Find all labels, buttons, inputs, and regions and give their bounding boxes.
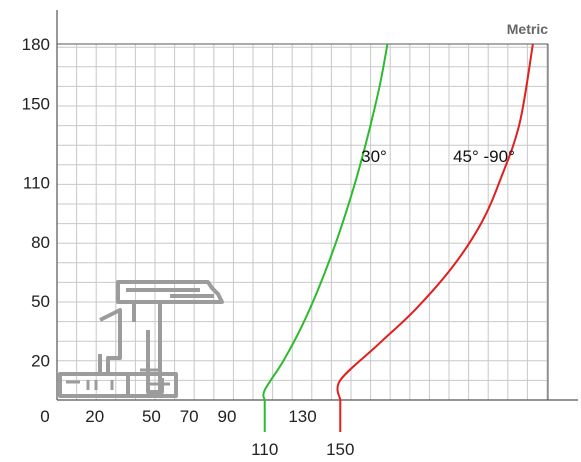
y-tick-label: 180	[22, 35, 50, 54]
series-lines	[262, 43, 534, 432]
curve-label-1: 45° -90°	[453, 147, 515, 166]
window-profile-drawing	[58, 280, 224, 398]
y-tick-label: 80	[31, 233, 50, 252]
grid-lines	[56, 43, 549, 401]
curve-label-0: 30°	[361, 147, 387, 166]
x-tick-label: 70	[180, 407, 199, 426]
metric-label: Metric	[507, 21, 548, 37]
series-line-1	[336, 43, 534, 401]
x-tick-label-secondary: 150	[326, 440, 354, 459]
axes	[56, 10, 578, 401]
x-tick-label: 130	[288, 407, 316, 426]
y-tick-label: 110	[23, 173, 50, 192]
y-tick-label: 150	[22, 94, 50, 113]
y-tick-label: 50	[31, 292, 50, 311]
y-tick-label: 20	[31, 351, 50, 370]
curve-annotations: 30° 45° -90°	[361, 147, 515, 166]
y-tick-labels: 20 50 80 110 150 180	[22, 35, 50, 370]
profile-web	[99, 302, 164, 394]
x-tick-label: 50	[142, 407, 161, 426]
x-tick-label: 20	[85, 407, 104, 426]
x-tick-label-secondary: 110	[251, 440, 278, 459]
x-tick-label: 0	[40, 407, 49, 426]
profile-top-bar	[116, 280, 224, 304]
profile-detail	[66, 368, 170, 390]
series-line-0	[262, 43, 389, 401]
profile-base	[58, 354, 178, 398]
x-tick-label: 90	[218, 407, 237, 426]
x-tick-labels: 0 20 50 70 90 130 110 150	[40, 407, 354, 459]
profile-top-inner	[126, 288, 214, 298]
